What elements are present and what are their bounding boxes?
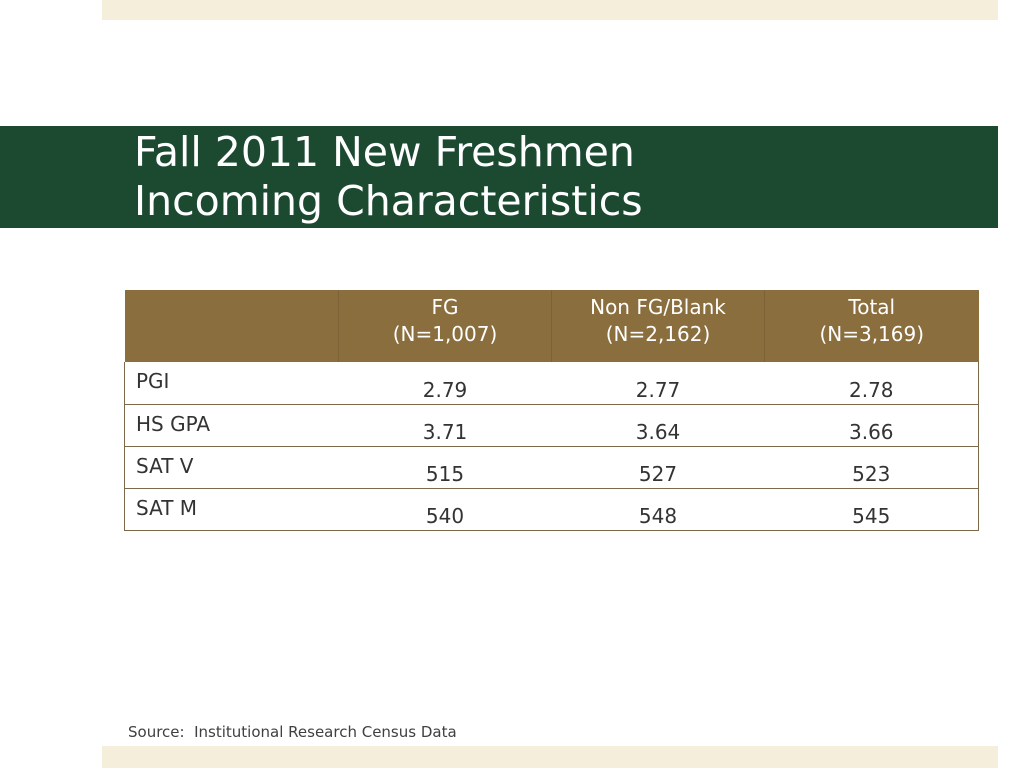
characteristics-table: FG (N=1,007) Non FG/Blank (N=2,162) Tota…	[124, 290, 979, 531]
row-label: SAT M	[124, 488, 339, 531]
table-cell: 3.71	[338, 404, 552, 447]
top-decorative-band	[102, 0, 998, 20]
table-cell: 3.64	[551, 404, 765, 447]
header-total-label: Total	[848, 295, 896, 319]
table-cell: 527	[551, 446, 765, 489]
header-fg-label: FG	[431, 295, 459, 319]
row-label: SAT V	[124, 446, 339, 489]
table-cell: 548	[551, 488, 765, 531]
title-bar	[0, 126, 998, 228]
slide-title-line-2: Incoming Characteristics	[134, 177, 643, 225]
table-cell: 3.66	[764, 404, 979, 447]
table-cell: 515	[338, 446, 552, 489]
table-cell: 523	[764, 446, 979, 489]
table-cell: 2.77	[551, 362, 765, 405]
header-cell-fg: FG (N=1,007)	[338, 290, 552, 362]
row-label: HS GPA	[124, 404, 339, 447]
source-note: Source: Institutional Research Census Da…	[128, 723, 457, 741]
table-row: SAT M 540 548 545	[124, 488, 979, 531]
table-cell: 545	[764, 488, 979, 531]
table-row: PGI 2.79 2.77 2.78	[124, 362, 979, 405]
table-cell: 540	[338, 488, 552, 531]
table-cell: 2.78	[764, 362, 979, 405]
header-total-count: (N=3,169)	[819, 322, 925, 346]
header-cell-empty	[124, 290, 339, 362]
header-fg-count: (N=1,007)	[392, 322, 498, 346]
header-non-fg-count: (N=2,162)	[605, 322, 711, 346]
bottom-decorative-band	[102, 746, 998, 768]
header-row: FG (N=1,007) Non FG/Blank (N=2,162) Tota…	[124, 290, 979, 362]
table-row: SAT V 515 527 523	[124, 446, 979, 489]
table-row: HS GPA 3.71 3.64 3.66	[124, 404, 979, 447]
header-cell-non-fg: Non FG/Blank (N=2,162)	[551, 290, 765, 362]
row-label: PGI	[124, 362, 339, 405]
header-non-fg-label: Non FG/Blank	[590, 295, 726, 319]
table-body: PGI 2.79 2.77 2.78 HS GPA 3.71 3.64 3.66…	[124, 362, 979, 531]
table-cell: 2.79	[338, 362, 552, 405]
header-cell-total: Total (N=3,169)	[764, 290, 979, 362]
table-header: FG (N=1,007) Non FG/Blank (N=2,162) Tota…	[124, 290, 979, 362]
slide-title: Fall 2011 New Freshmen Incoming Characte…	[134, 128, 954, 226]
slide-title-line-1: Fall 2011 New Freshmen	[134, 128, 635, 176]
